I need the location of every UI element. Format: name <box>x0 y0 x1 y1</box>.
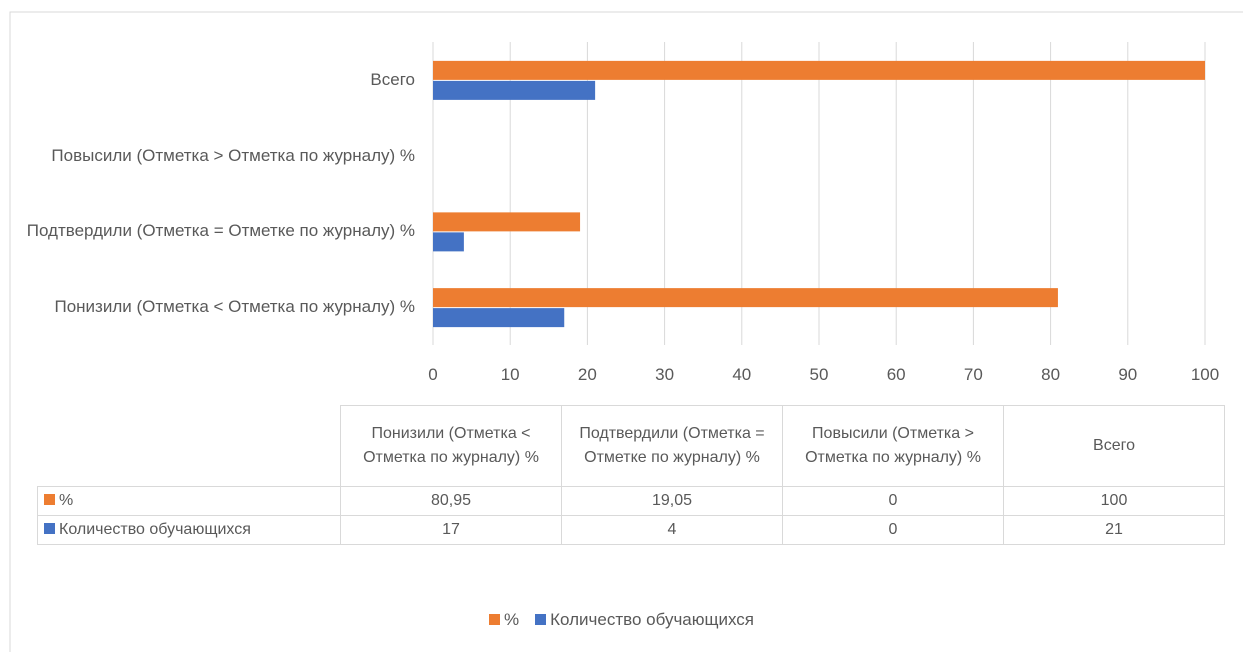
legend-item: Количество обучающихся <box>535 610 754 629</box>
legend-key <box>44 494 55 505</box>
table-value-cell: 17 <box>340 515 562 545</box>
bar <box>433 288 1058 308</box>
table-header-row: Понизили (Отметка < Отметка по журналу) … <box>37 405 1225 487</box>
legend: % Количество обучающихся <box>0 610 1243 630</box>
chart-border <box>9 11 1243 652</box>
table-header-cell: Повысили (Отметка > Отметка по журналу) … <box>782 405 1004 487</box>
bar <box>433 80 596 100</box>
table-value-cell: 19,05 <box>561 486 783 516</box>
table-series-cell: % <box>37 486 341 516</box>
x-tick-label: 40 <box>732 365 752 384</box>
x-tick-label: 100 <box>1190 365 1220 384</box>
table-row: Количество обучающихся 17 4 0 21 <box>37 515 1225 545</box>
x-tick-label: 50 <box>809 365 829 384</box>
table-corner <box>37 405 341 487</box>
series-name: Количество обучающихся <box>59 521 251 538</box>
data-table: Понизили (Отметка < Отметка по журналу) … <box>37 405 1225 545</box>
bar <box>433 232 464 252</box>
legend-label: % <box>503 610 520 629</box>
x-tick-label: 80 <box>1041 365 1061 384</box>
legend-item: % <box>488 610 520 629</box>
table-value-cell: 100 <box>1003 486 1225 516</box>
x-tick-label: 20 <box>577 365 597 384</box>
legend-key <box>488 614 500 625</box>
legend-key <box>44 523 55 534</box>
bar <box>433 212 581 232</box>
table-header-cell: Понизили (Отметка < Отметка по журналу) … <box>340 405 562 487</box>
x-tick-label: 60 <box>886 365 906 384</box>
bar <box>433 60 1205 80</box>
y-tick-label: Подтвердили (Отметка = Отметке по журнал… <box>26 221 415 241</box>
y-tick-label: Всего <box>370 69 415 89</box>
table-value-cell: 0 <box>782 486 1004 516</box>
legend-key <box>535 614 547 625</box>
table-series-cell: Количество обучающихся <box>37 515 341 545</box>
x-tick-label: 90 <box>1118 365 1138 384</box>
series-name: % <box>59 492 74 509</box>
bar <box>433 308 565 328</box>
x-tick-label: 0 <box>428 365 438 384</box>
x-tick-label: 70 <box>963 365 983 384</box>
y-tick-label: Повысили (Отметка > Отметка по журналу) … <box>51 145 415 165</box>
legend-label: Количество обучающихся <box>550 610 755 629</box>
table-row: % 80,95 19,05 0 100 <box>37 486 1225 516</box>
table-value-cell: 4 <box>561 515 783 545</box>
x-tick-label: 10 <box>500 365 520 384</box>
table-header-cell: Подтвердили (Отметка = Отметке по журнал… <box>561 405 783 487</box>
table-value-cell: 21 <box>1003 515 1225 545</box>
y-tick-label: Понизили (Отметка < Отметка по журналу) … <box>54 297 416 317</box>
x-tick-label: 30 <box>655 365 675 384</box>
table-header-cell: Всего <box>1003 405 1225 487</box>
table-value-cell: 0 <box>782 515 1004 545</box>
table-value-cell: 80,95 <box>340 486 562 516</box>
